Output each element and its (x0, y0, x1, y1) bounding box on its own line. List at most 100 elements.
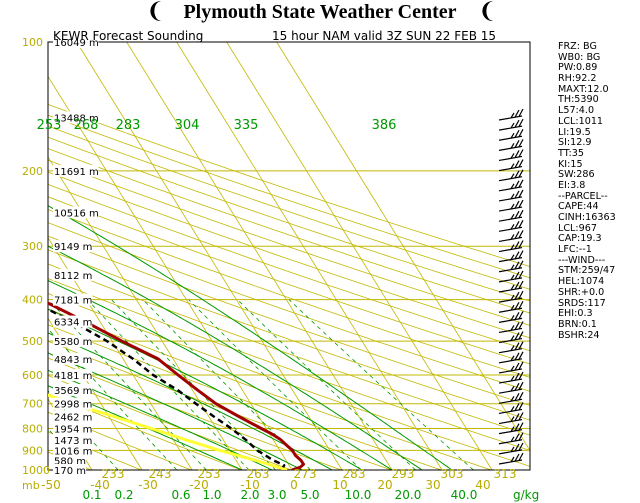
dry-adiabat (48, 308, 492, 470)
dry-adiabat (48, 114, 530, 279)
height-label: 1016 m (54, 446, 92, 457)
temperature-tick-label: 0 (290, 478, 298, 492)
barb-feather (518, 442, 524, 451)
theta-label: 303 (441, 467, 464, 481)
barb-feather (510, 406, 515, 412)
dry-adiabat (48, 222, 530, 392)
mixing-ratio-tick-label: 2.0 (240, 488, 259, 502)
index-item: LFC:--1 (558, 244, 592, 256)
wind-barb (498, 108, 524, 121)
theta-label: 273 (294, 467, 317, 481)
wind-barb (498, 341, 524, 354)
theta-label: 313 (494, 467, 517, 481)
barb-feather (510, 294, 515, 301)
isotherm-line (276, 42, 530, 452)
isotherm-line (226, 42, 493, 470)
barb-feather (510, 213, 515, 220)
theta-label: 233 (102, 467, 125, 481)
temperature-tick-label: -20 (189, 478, 209, 492)
barb-feather (514, 301, 520, 310)
pressure-tick-label: 100 (22, 36, 43, 49)
wind-barb (498, 169, 524, 182)
theta-label: 283 (343, 467, 366, 481)
barb-feather (514, 170, 520, 179)
barb-feather (510, 426, 515, 432)
height-label-bg (53, 293, 93, 306)
pressure-tick-label: 500 (22, 335, 43, 348)
index-item: TT:35 (558, 147, 584, 159)
wind-barb (498, 220, 524, 232)
barb-feather (514, 382, 520, 391)
barb-staff (498, 439, 523, 445)
pressure-tick-label: 1000 (22, 464, 50, 477)
index-item: KI:15 (558, 158, 583, 170)
height-label-bg (53, 352, 93, 365)
height-label-bg (53, 397, 93, 410)
temperature-trace (48, 301, 305, 470)
barb-staff (498, 196, 523, 202)
barb-feather (510, 223, 515, 230)
height-label-bg (53, 433, 93, 446)
index-item: CAP:19.3 (558, 233, 602, 245)
barb-feather (510, 325, 515, 331)
barb-feather (518, 371, 524, 380)
wind-barb (498, 290, 524, 303)
barb-feather (514, 453, 520, 462)
wind-barb (498, 371, 524, 384)
pressure-tick-label: 300 (22, 240, 43, 253)
barb-feather (514, 200, 520, 209)
barb-staff (498, 429, 523, 435)
index-item: RH:92.2 (558, 73, 597, 85)
index-item: PW:0.89 (558, 62, 598, 74)
barb-feather (514, 352, 520, 361)
theta-label: 293 (392, 467, 415, 481)
wind-barb (498, 280, 524, 293)
barb-feather (518, 392, 524, 401)
mixing-ratio-line (48, 299, 207, 470)
barb-feather (514, 261, 520, 270)
wind-barbs (498, 108, 524, 465)
barb-feather (514, 160, 520, 169)
index-item: BRN:0.1 (558, 318, 597, 330)
barb-feather (518, 128, 524, 138)
wind-barb (498, 240, 524, 253)
barb-staff (498, 165, 523, 172)
moist-adiabat (48, 332, 333, 470)
barb-staff (498, 257, 523, 263)
mixing-ratio-unit: g/kg (513, 488, 539, 502)
barb-staff (498, 358, 523, 364)
index-item: SRDS:117 (558, 297, 606, 309)
height-label: 7181 m (54, 296, 92, 307)
mixing-ratio-tick-label: 5.0 (300, 488, 319, 502)
barb-feather (518, 452, 524, 461)
barb-staff (498, 368, 523, 374)
plot-frame (47, 41, 531, 471)
temperature-tick-label: -40 (90, 478, 110, 492)
barb-staff (498, 449, 523, 455)
station-title: KEWR Forecast Sounding (53, 29, 203, 43)
index-item: EHI:0.3 (558, 308, 593, 320)
height-label-bg (53, 164, 99, 177)
theta-label: 253 (198, 467, 221, 481)
theta-label: 263 (247, 467, 270, 481)
grid-lines (48, 42, 530, 470)
temperature-tick-label: -10 (240, 478, 260, 492)
barb-feather (514, 423, 520, 432)
barb-feather (514, 241, 520, 250)
wind-barb (498, 442, 524, 455)
index-item: HEL:1074 (558, 276, 605, 288)
left-tornado-flag-icon: ❨ (146, 0, 165, 24)
index-item: LCL:967 (558, 222, 597, 234)
barb-feather (510, 254, 515, 260)
barb-staff (498, 206, 523, 212)
pressure-tick-label: 700 (22, 398, 43, 411)
barb-feather (514, 312, 520, 320)
barb-feather (514, 180, 520, 189)
dry-adiabat (48, 125, 530, 290)
index-item: EI:3.8 (558, 179, 586, 191)
barb-feather (518, 209, 524, 218)
index-item: FRZ: BG (558, 41, 597, 52)
barb-feather (518, 270, 524, 279)
dry-adiabat (48, 293, 530, 467)
